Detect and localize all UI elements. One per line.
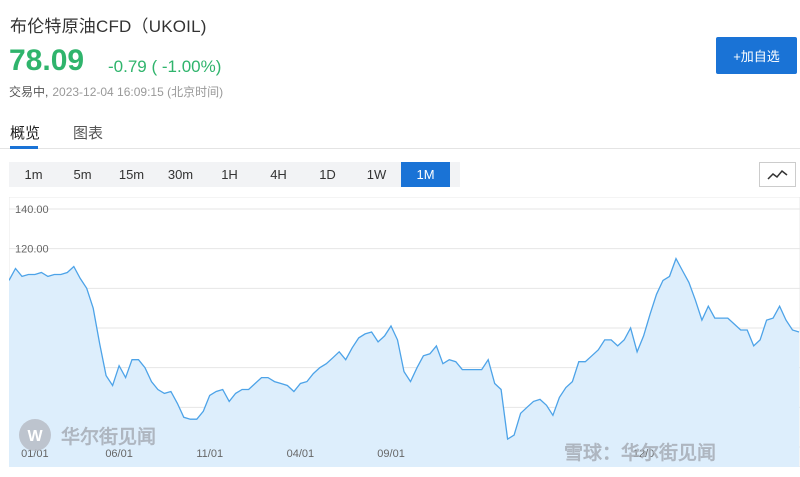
period-selector: 1m 5m 15m 30m 1H 4H 1D 1W 1M — [9, 162, 460, 187]
active-tab-indicator — [10, 146, 38, 149]
period-4h[interactable]: 4H — [270, 167, 287, 182]
chart-type-button[interactable] — [759, 162, 796, 187]
tab-overview[interactable]: 概览 — [10, 125, 41, 142]
status-label: 交易中, — [9, 85, 49, 99]
quote-timestamp: 2023-12-04 16:09:15 (北京时间) — [52, 85, 224, 99]
add-to-watchlist-button[interactable]: +加自选 — [716, 37, 797, 74]
price-change: -0.79 ( -1.00%) — [108, 57, 222, 76]
watermark-right-text: 雪球：华尔街见闻 — [564, 441, 716, 464]
period-1m[interactable]: 1m — [24, 167, 43, 182]
watermark-logo-icon — [19, 419, 51, 451]
x-tick-label: 09/01 — [377, 448, 405, 460]
x-tick-label: 12/0 — [633, 448, 654, 460]
tab-chart[interactable]: 图表 — [73, 125, 104, 142]
y-tick-label: 120.00 — [15, 244, 49, 256]
period-1d[interactable]: 1D — [319, 167, 336, 182]
watermark-left-text: 华尔街见闻 — [61, 425, 156, 448]
period-5m[interactable]: 5m — [73, 167, 92, 182]
price-area — [9, 258, 799, 467]
x-tick-label: 04/01 — [287, 448, 315, 460]
watermark-logo-letter: W — [27, 428, 43, 445]
line-chart-icon — [767, 169, 788, 180]
tab-bar: 概览 图表 — [0, 117, 800, 149]
x-tick-label: 06/01 — [105, 448, 133, 460]
period-1h[interactable]: 1H — [221, 167, 238, 182]
period-1mo[interactable]: 1M — [401, 162, 450, 187]
trading-status: 交易中, 2023-12-04 16:09:15 (北京时间) — [9, 83, 223, 100]
last-price: 78.09 — [9, 44, 85, 77]
period-15m[interactable]: 15m — [118, 167, 145, 182]
x-tick-label: 01/01 — [21, 448, 49, 460]
price-chart: 140.00120.00100.0080.0060.0040.0020.0001… — [9, 197, 800, 467]
instrument-title: 布伦特原油CFD（UKOIL) — [10, 17, 207, 36]
x-tick-label: 11/01 — [196, 448, 223, 460]
y-tick-label: 140.00 — [15, 204, 49, 216]
period-30m[interactable]: 30m — [167, 167, 194, 182]
price-line — [9, 257, 800, 441]
period-1w[interactable]: 1W — [366, 167, 387, 182]
watermark-left: W — [19, 419, 51, 451]
